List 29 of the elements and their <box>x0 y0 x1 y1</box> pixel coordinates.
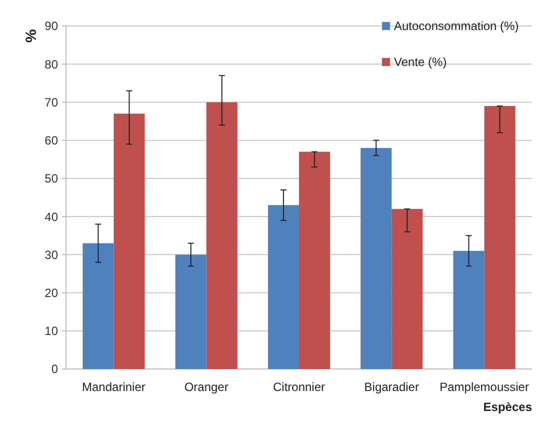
x-tick-label: Bigaradier <box>364 380 419 394</box>
y-tick-label: 50 <box>44 172 58 186</box>
bar <box>114 114 145 369</box>
bar <box>299 152 330 369</box>
bar <box>484 106 516 369</box>
bar <box>453 250 484 369</box>
bar <box>268 205 299 369</box>
x-tick-label: Oranger <box>184 380 228 394</box>
x-tick-label: Mandarinier <box>82 380 146 394</box>
y-tick-label: 40 <box>44 210 58 224</box>
x-tick-label: Pamplemoussier <box>440 380 529 394</box>
bar <box>360 148 392 369</box>
legend-label: Autoconsommation (%) <box>394 19 519 33</box>
bar <box>82 243 114 369</box>
y-tick-label: 30 <box>44 248 58 262</box>
x-tick-label: Citronnier <box>272 380 326 394</box>
bar <box>175 254 206 369</box>
bar <box>392 208 423 369</box>
bar <box>206 102 238 369</box>
x-axis-title: Espèces <box>483 400 532 414</box>
y-tick-label: 10 <box>44 324 58 338</box>
y-tick-label: 70 <box>44 95 58 110</box>
y-axis-title: % <box>23 29 40 43</box>
y-tick-label: 0 <box>51 362 58 376</box>
legend-label: Vente (%) <box>394 55 447 69</box>
y-tick-label: 80 <box>44 57 58 72</box>
y-tick-label: 90 <box>44 19 58 34</box>
y-tick-label: 20 <box>44 286 58 300</box>
y-tick-label: 60 <box>44 134 58 148</box>
